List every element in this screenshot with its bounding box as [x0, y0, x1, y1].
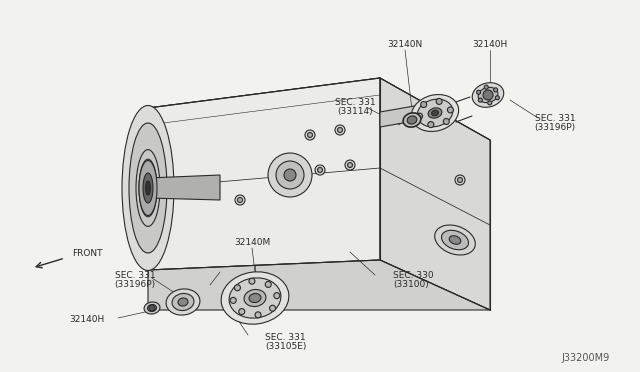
Polygon shape — [380, 105, 420, 127]
Circle shape — [249, 278, 255, 284]
Circle shape — [230, 297, 236, 303]
Text: SEC. 331: SEC. 331 — [534, 113, 575, 122]
Circle shape — [348, 163, 353, 167]
Circle shape — [335, 125, 345, 135]
Ellipse shape — [147, 304, 157, 311]
Circle shape — [488, 101, 492, 105]
Ellipse shape — [129, 123, 167, 253]
Ellipse shape — [249, 294, 261, 302]
Text: 32140M: 32140M — [234, 237, 270, 247]
Circle shape — [255, 312, 261, 318]
Circle shape — [493, 88, 498, 92]
Circle shape — [284, 169, 296, 181]
Circle shape — [239, 309, 244, 315]
Circle shape — [237, 198, 243, 202]
Text: FRONT: FRONT — [72, 250, 102, 259]
Ellipse shape — [143, 173, 153, 203]
Text: SEC. 331: SEC. 331 — [265, 334, 306, 343]
Circle shape — [274, 293, 280, 299]
Ellipse shape — [244, 289, 266, 307]
Text: 32140H: 32140H — [472, 39, 508, 48]
Circle shape — [268, 153, 312, 197]
Circle shape — [420, 102, 427, 108]
Polygon shape — [148, 78, 490, 155]
Ellipse shape — [442, 230, 468, 250]
Circle shape — [305, 130, 315, 140]
Text: SEC. 330: SEC. 330 — [393, 270, 434, 279]
Text: (33196P): (33196P) — [534, 122, 575, 131]
Text: SEC. 331: SEC. 331 — [335, 97, 375, 106]
Circle shape — [478, 98, 483, 102]
Ellipse shape — [431, 110, 438, 116]
Ellipse shape — [435, 225, 476, 255]
Circle shape — [265, 282, 271, 288]
Circle shape — [436, 99, 442, 105]
Polygon shape — [148, 175, 220, 200]
Ellipse shape — [221, 272, 289, 324]
Circle shape — [307, 132, 312, 138]
Ellipse shape — [139, 160, 157, 215]
Ellipse shape — [472, 83, 504, 107]
Ellipse shape — [407, 116, 417, 124]
Text: 32140N: 32140N — [387, 39, 422, 48]
Circle shape — [235, 195, 245, 205]
Ellipse shape — [417, 99, 452, 127]
Circle shape — [345, 160, 355, 170]
Ellipse shape — [428, 108, 442, 118]
Ellipse shape — [178, 298, 188, 306]
Ellipse shape — [403, 113, 421, 127]
Circle shape — [337, 128, 342, 132]
Text: (33100): (33100) — [393, 279, 429, 289]
Circle shape — [484, 85, 488, 89]
Circle shape — [483, 90, 493, 100]
Circle shape — [495, 96, 499, 100]
Text: (33105E): (33105E) — [265, 343, 307, 352]
Circle shape — [477, 90, 481, 94]
Circle shape — [447, 107, 454, 113]
Circle shape — [444, 119, 449, 125]
Ellipse shape — [172, 294, 194, 311]
Polygon shape — [380, 78, 490, 310]
Circle shape — [234, 285, 241, 291]
Circle shape — [417, 113, 422, 119]
Ellipse shape — [122, 106, 174, 270]
Circle shape — [149, 305, 155, 311]
Ellipse shape — [166, 289, 200, 315]
Ellipse shape — [144, 302, 160, 314]
Text: 32140H: 32140H — [70, 315, 105, 324]
Polygon shape — [148, 260, 490, 310]
Text: J33200M9: J33200M9 — [562, 353, 610, 363]
Circle shape — [276, 161, 304, 189]
Ellipse shape — [478, 87, 498, 103]
Ellipse shape — [229, 278, 281, 318]
Circle shape — [458, 177, 463, 183]
Ellipse shape — [449, 236, 461, 244]
Circle shape — [315, 165, 325, 175]
Text: SEC. 331: SEC. 331 — [115, 270, 156, 279]
Circle shape — [269, 305, 276, 311]
Circle shape — [455, 175, 465, 185]
Circle shape — [317, 167, 323, 173]
Text: (33196P): (33196P) — [115, 279, 156, 289]
Text: (33114): (33114) — [337, 106, 373, 115]
Ellipse shape — [145, 181, 150, 195]
Polygon shape — [148, 78, 380, 270]
Ellipse shape — [412, 94, 459, 131]
Circle shape — [428, 122, 434, 128]
